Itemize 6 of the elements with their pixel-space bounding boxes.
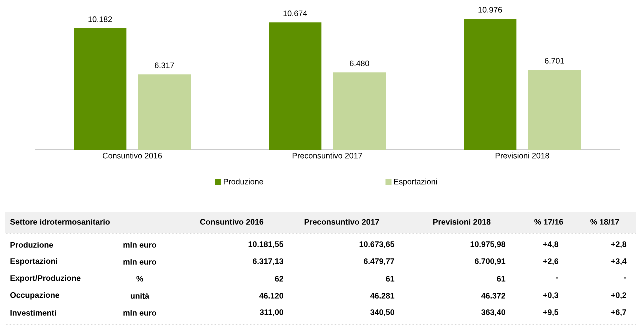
bar bbox=[528, 70, 582, 150]
bar bbox=[138, 74, 192, 150]
bar bbox=[74, 28, 127, 150]
bar bbox=[269, 22, 322, 150]
bar bbox=[464, 19, 517, 150]
bar bbox=[333, 72, 386, 150]
